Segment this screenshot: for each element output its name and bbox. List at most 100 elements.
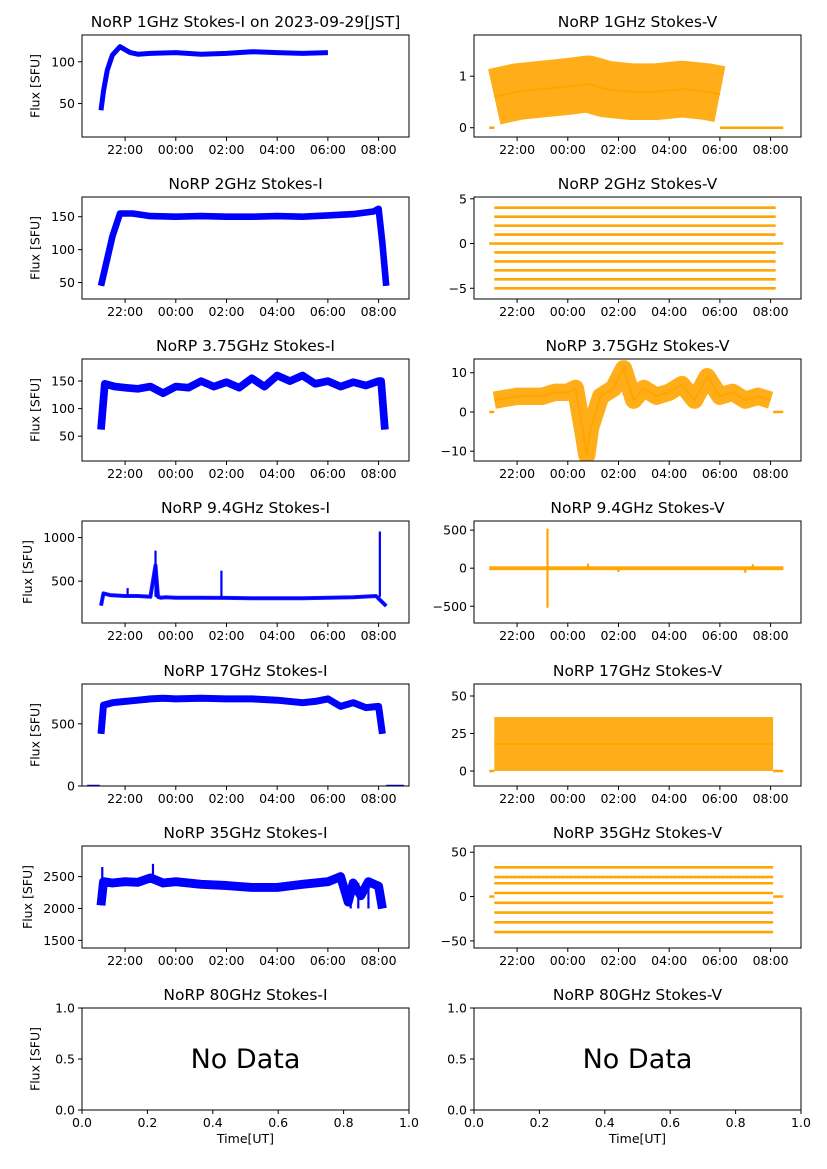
y-tick-label: −10 [441,444,467,459]
x-tick-label: 02:00 [208,466,244,481]
x-tick-label: 00:00 [158,953,194,968]
x-tick-label: 02:00 [600,953,636,968]
panel-p4v: NoRP 9.4GHz Stokes-V 22:00 00:00 02:00 04:00… [433,499,802,643]
panel-title: NoRP 80GHz Stokes-V [553,986,723,1004]
panel-p7i: NoRP 80GHz Stokes-I No Data 0.0 0.2 0.4 0.6 0.… [28,986,419,1146]
panel-p6v: NoRP 35GHz Stokes-V 22:00 00:00 02:00 04:00 0… [441,824,802,968]
x-tick-label: 06:00 [310,953,346,968]
x-tick-label: 22:00 [107,791,143,806]
axes-frame [81,358,410,462]
series-band [97,205,390,287]
x-tick-label: 08:00 [753,304,789,319]
x-tick-label: 08:00 [361,791,397,806]
x-tick-label: 06:00 [310,628,346,643]
x-tick-label: 08:00 [361,466,397,481]
y-tick-label: 100 [51,242,75,257]
x-tick-label: 0.4 [203,1115,223,1130]
x-tick-label: 06:00 [702,953,738,968]
x-tick-label: 22:00 [499,628,535,643]
y-axis-label: Flux [SFU] [28,378,43,442]
y-axis-label: Flux [SFU] [28,703,43,767]
y-tick-label: 100 [51,54,75,69]
x-tick-label: 02:00 [208,953,244,968]
x-tick-label: 04:00 [259,142,295,157]
x-tick-label: 08:00 [753,791,789,806]
panel-p6i: NoRP 35GHz Stokes-I 22:00 00:00 02:00 04:00 0… [20,824,410,968]
y-tick-label: 0 [459,404,467,419]
axes-frame [473,196,802,300]
axes-frame [81,34,410,138]
x-tick-label: 02:00 [600,791,636,806]
x-tick-label: 08:00 [753,466,789,481]
x-axis-label: Time[UT] [608,1131,666,1146]
x-tick-label: 02:00 [208,628,244,643]
x-tick-label: 0.2 [137,1115,157,1130]
plot-area [489,360,784,461]
series-band [99,563,388,608]
no-data-message: No Data [583,1044,693,1075]
x-tick-label: 04:00 [651,466,687,481]
x-tick-label: 00:00 [158,628,194,643]
x-tick-label: 00:00 [550,142,586,157]
x-tick-label: 02:00 [208,791,244,806]
x-tick-label: 04:00 [259,628,295,643]
x-tick-label: 08:00 [361,304,397,319]
y-tick-label: 0 [459,236,467,251]
x-tick-label: 22:00 [499,466,535,481]
axes-frame [473,34,802,138]
x-tick-label: 0.4 [595,1115,615,1130]
y-tick-label: 500 [51,716,75,731]
x-tick-label: 00:00 [550,628,586,643]
x-tick-label: 02:00 [208,304,244,319]
x-tick-label: 1.0 [399,1115,419,1130]
y-tick-label: 150 [51,374,75,389]
series-line [100,207,388,287]
y-tick-label: 0 [67,779,75,794]
y-tick-label: 2500 [43,869,75,884]
y-tick-label: 0.0 [447,1103,467,1118]
y-tick-label: −500 [433,599,467,614]
series-line [100,374,386,430]
panel-p1v: NoRP 1GHz Stokes-V 22:00 00:00 02:00 04:00 06… [459,13,802,157]
x-tick-label: 1.0 [791,1115,811,1130]
x-tick-label: 04:00 [651,953,687,968]
y-tick-label: 0.5 [55,1052,75,1067]
x-tick-label: 06:00 [702,304,738,319]
x-tick-label: 08:00 [753,628,789,643]
x-tick-label: 08:00 [753,142,789,157]
panel-title: NoRP 9.4GHz Stokes-V [550,499,725,517]
panel-title: NoRP 3.75GHz Stokes-I [156,337,335,355]
x-tick-label: 02:00 [600,304,636,319]
panel-p4i: NoRP 9.4GHz Stokes-I 22:00 00:00 02:00 04:00… [20,499,410,643]
series-line [494,366,771,456]
y-tick-label: 50 [451,689,467,704]
no-data-message: No Data [191,1044,301,1075]
x-tick-label: 22:00 [107,628,143,643]
plot-area [99,531,388,608]
plot-area [489,862,784,934]
y-tick-label: 25 [451,726,467,741]
x-tick-label: 04:00 [259,791,295,806]
series-band [492,360,774,461]
panel-title: NoRP 17GHz Stokes-I [163,662,327,680]
panel-title: NoRP 3.75GHz Stokes-V [545,337,729,355]
panel-p3v: NoRP 3.75GHz Stokes-V 22:00 00:00 02:00 04:0… [441,337,802,481]
x-tick-label: 22:00 [107,466,143,481]
series-line [100,45,328,111]
x-tick-label: 22:00 [107,953,143,968]
x-tick-label: 0.8 [334,1115,354,1130]
y-tick-label: 0 [459,561,467,576]
x-tick-label: 00:00 [550,791,586,806]
panel-title: NoRP 17GHz Stokes-V [553,662,723,680]
y-axis-label: Flux [SFU] [28,216,43,280]
y-tick-label: −5 [449,281,467,296]
panel-title: NoRP 2GHz Stokes-V [558,175,718,193]
y-axis-label: Flux [SFU] [28,1027,43,1091]
x-tick-label: 0.2 [529,1115,549,1130]
y-tick-label: 1.0 [447,1001,467,1016]
y-tick-label: 0 [459,764,467,779]
x-tick-label: 0.8 [726,1115,746,1130]
x-tick-label: 06:00 [702,791,738,806]
x-tick-label: 08:00 [361,142,397,157]
x-tick-label: 06:00 [702,142,738,157]
